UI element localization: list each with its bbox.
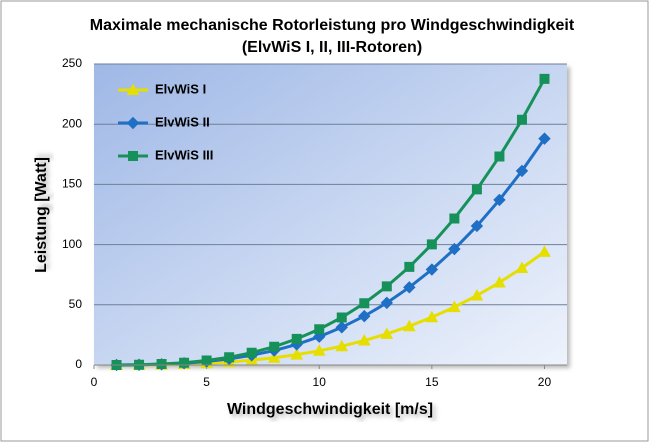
marker: [290, 348, 304, 360]
marker: [291, 333, 302, 344]
marker: [267, 351, 281, 363]
marker: [357, 334, 371, 346]
marker: [269, 341, 280, 352]
marker: [402, 319, 416, 332]
x-tick-label: 15: [425, 375, 439, 389]
chart-subtitle: (ElvWiS I, II, III-Rotoren): [242, 39, 422, 56]
legend-label: ElvWiS III: [155, 147, 213, 162]
y-tick-label: 250: [62, 56, 82, 70]
marker: [493, 275, 506, 288]
marker: [448, 300, 461, 313]
marker: [246, 347, 257, 358]
x-tick-label: 5: [203, 375, 210, 389]
y-tick-label: 50: [69, 297, 83, 311]
legend-label: ElvWiS I: [155, 81, 206, 96]
y-tick-label: 150: [62, 177, 82, 191]
marker: [314, 324, 325, 335]
legend-item: ElvWiS I: [118, 81, 206, 96]
legend-label: ElvWiS II: [155, 114, 210, 129]
x-tick-label: 20: [538, 375, 552, 389]
x-tick-label: 0: [91, 375, 98, 389]
marker: [449, 213, 460, 224]
legend-item: ElvWiS II: [118, 114, 210, 129]
y-tick-label: 200: [62, 116, 82, 130]
marker: [335, 339, 349, 352]
marker: [538, 245, 551, 257]
marker: [448, 242, 461, 256]
marker: [404, 261, 415, 272]
marker: [493, 193, 506, 207]
marker: [494, 151, 505, 162]
y-axis-label: Leistung [Watt]: [33, 157, 50, 273]
marker: [516, 114, 527, 125]
marker: [335, 321, 348, 334]
marker: [425, 263, 439, 276]
marker: [381, 281, 392, 292]
marker: [403, 281, 416, 294]
marker: [179, 357, 190, 368]
marker: [312, 344, 326, 356]
marker: [156, 359, 167, 370]
marker: [470, 219, 484, 233]
marker: [359, 298, 370, 309]
marker: [539, 73, 550, 84]
marker: [380, 296, 394, 310]
marker: [426, 239, 437, 250]
marker: [471, 184, 482, 195]
plot-area: [94, 64, 567, 365]
legend-item: ElvWiS III: [118, 147, 213, 162]
marker: [126, 116, 140, 130]
chart-title: Maximale mechanische Rotorleistung pro W…: [90, 17, 575, 34]
marker: [128, 151, 138, 161]
marker: [380, 327, 394, 339]
marker: [336, 312, 347, 323]
y-tick-label: 0: [75, 357, 82, 371]
marker: [538, 132, 551, 145]
marker: [126, 83, 140, 95]
y-tick-label: 100: [62, 237, 82, 251]
marker: [515, 164, 529, 178]
marker: [425, 310, 439, 323]
x-tick-label: 10: [313, 375, 327, 389]
marker: [515, 261, 529, 273]
marker: [358, 309, 371, 323]
marker: [224, 352, 235, 363]
x-axis-label: Windgeschwindigkeit [m/s]: [227, 401, 433, 418]
marker: [470, 288, 484, 301]
marker: [201, 355, 212, 366]
